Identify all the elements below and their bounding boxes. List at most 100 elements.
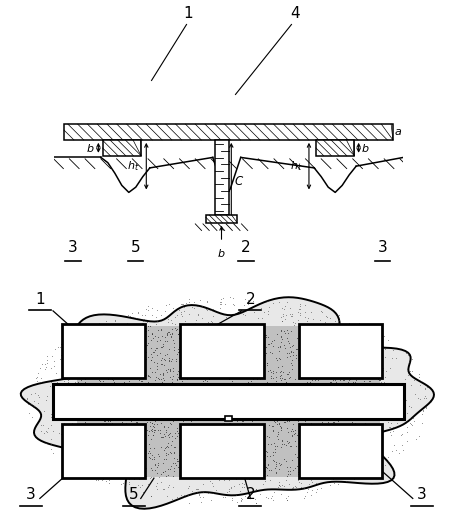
Point	[250, 406, 257, 414]
Point	[162, 451, 170, 459]
Point	[206, 471, 213, 479]
Point	[355, 445, 362, 454]
Point	[329, 444, 336, 452]
Point	[125, 477, 133, 486]
Point	[300, 494, 308, 502]
Point	[170, 464, 177, 472]
Point	[336, 339, 344, 347]
Point	[146, 414, 153, 423]
Point	[223, 347, 230, 356]
Point	[279, 441, 287, 450]
Point	[253, 485, 260, 494]
Point	[136, 359, 143, 367]
Point	[325, 430, 333, 439]
Point	[178, 421, 186, 429]
Point	[98, 333, 106, 341]
Point	[98, 470, 105, 478]
Point	[106, 440, 113, 449]
Point	[216, 304, 223, 312]
Point	[234, 436, 241, 444]
Point	[143, 354, 150, 363]
Point	[292, 429, 299, 437]
Point	[104, 472, 111, 480]
Point	[272, 468, 279, 476]
Point	[302, 450, 309, 459]
Point	[244, 332, 252, 340]
Point	[322, 460, 329, 469]
Point	[270, 367, 277, 375]
Point	[321, 390, 329, 399]
Point	[139, 467, 147, 476]
Point	[196, 462, 203, 470]
Point	[154, 452, 161, 461]
Point	[304, 428, 311, 437]
Point	[138, 377, 145, 385]
Point	[176, 424, 184, 432]
Point	[170, 344, 177, 353]
Point	[160, 400, 167, 409]
Point	[297, 411, 304, 420]
Point	[283, 336, 290, 344]
Point	[218, 394, 225, 402]
Point	[78, 422, 85, 430]
Point	[342, 367, 349, 376]
Point	[79, 330, 86, 338]
Point	[151, 400, 159, 409]
Point	[315, 329, 323, 338]
Point	[325, 364, 333, 372]
Point	[226, 391, 234, 400]
Point	[273, 330, 281, 338]
Point	[213, 427, 221, 436]
Point	[255, 314, 262, 322]
Point	[205, 375, 212, 383]
Point	[392, 446, 399, 454]
Point	[324, 392, 332, 400]
Point	[75, 360, 82, 369]
Point	[122, 460, 129, 469]
Point	[226, 474, 234, 483]
Point	[114, 381, 122, 390]
Point	[263, 387, 271, 395]
Point	[160, 386, 168, 394]
Point	[122, 426, 129, 435]
Point	[296, 300, 303, 308]
Point	[263, 464, 271, 473]
Point	[68, 334, 75, 342]
Point	[282, 378, 290, 386]
Point	[85, 376, 93, 384]
Point	[112, 333, 119, 342]
Point	[254, 326, 261, 334]
Point	[147, 350, 154, 359]
Point	[208, 317, 216, 326]
Point	[217, 295, 224, 303]
Point	[319, 365, 326, 373]
Point	[238, 382, 245, 390]
Point	[186, 394, 193, 403]
Point	[282, 441, 290, 449]
Point	[173, 404, 181, 413]
Point	[134, 322, 142, 330]
Point	[174, 310, 181, 319]
Point	[214, 348, 222, 356]
Point	[341, 331, 348, 339]
Point	[309, 459, 316, 467]
Point	[168, 449, 175, 457]
Point	[262, 333, 270, 342]
Bar	[206, 215, 237, 223]
Point	[274, 450, 282, 458]
Point	[316, 447, 324, 455]
Point	[43, 428, 51, 436]
Point	[82, 417, 89, 426]
Point	[346, 399, 353, 407]
Point	[262, 447, 270, 455]
Point	[175, 457, 182, 465]
Point	[284, 387, 291, 395]
Point	[81, 359, 89, 367]
Point	[282, 432, 290, 440]
Point	[31, 397, 38, 405]
Point	[175, 404, 182, 412]
Point	[211, 466, 218, 475]
Point	[319, 360, 326, 368]
Point	[46, 382, 53, 391]
Point	[348, 379, 355, 388]
